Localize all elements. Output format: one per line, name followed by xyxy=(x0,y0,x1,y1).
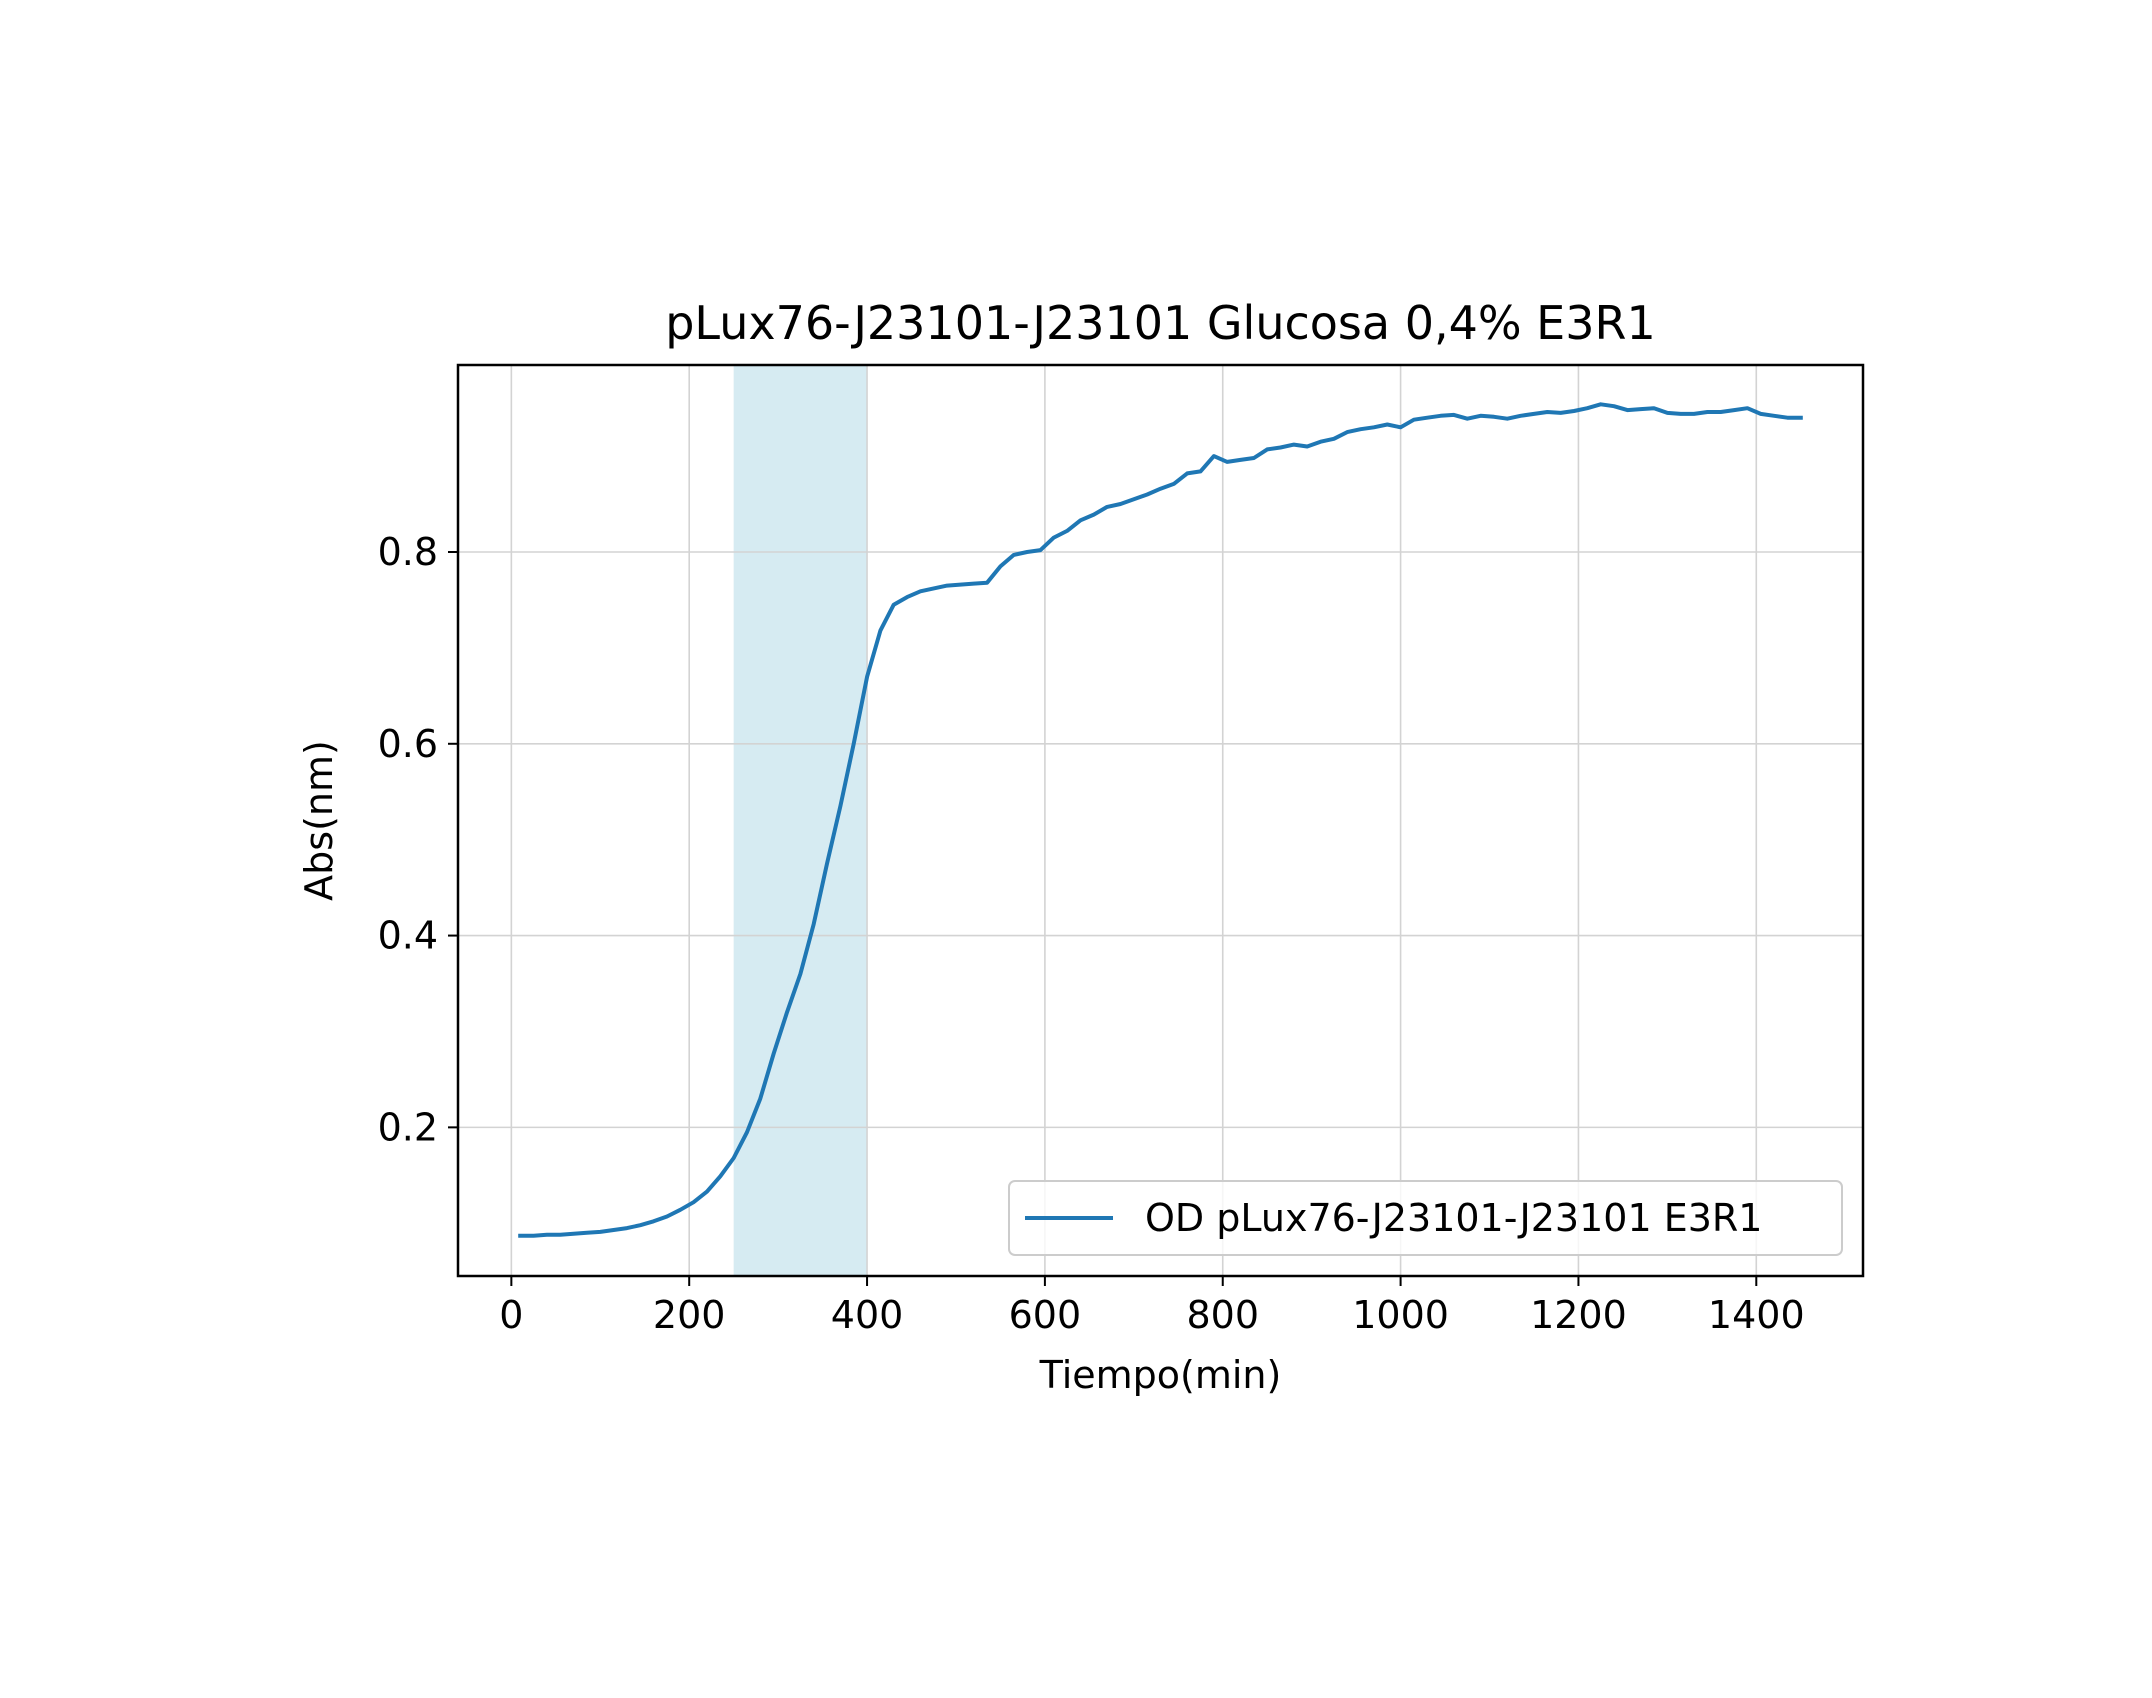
x-tick-label: 1000 xyxy=(1352,1293,1449,1337)
y-tick-label: 0.8 xyxy=(378,530,438,574)
x-tick-label: 1400 xyxy=(1708,1293,1805,1337)
y-axis-label: Abs(nm) xyxy=(297,740,341,901)
x-tick-label: 0 xyxy=(499,1293,523,1337)
x-axis-label: Tiempo(min) xyxy=(1039,1353,1282,1397)
x-tick-label: 800 xyxy=(1186,1293,1259,1337)
y-tick-label: 0.4 xyxy=(378,914,438,958)
legend-entry-label: OD pLux76-J23101-J23101 E3R1 xyxy=(1145,1196,1762,1240)
highlight-span xyxy=(733,365,868,1276)
highlight-span-layer xyxy=(733,365,868,1276)
tick-layer: 0 200 400 600 800 1000 1200 1400 0.2 0.4 0.6 0.8 xyxy=(378,530,1805,1337)
x-tick-label: 600 xyxy=(1009,1293,1082,1337)
legend-box xyxy=(1008,1180,1843,1256)
series-line xyxy=(518,402,1803,1238)
plot-frame xyxy=(456,363,1865,1278)
x-tick-label: 1200 xyxy=(1530,1293,1627,1337)
legend: OD pLux76-J23101-J23101 E3R1 xyxy=(1008,1180,1843,1256)
series-layer xyxy=(518,402,1803,1238)
x-tick-label: 400 xyxy=(831,1293,904,1337)
grid-layer xyxy=(458,365,1863,1276)
x-tick-label: 200 xyxy=(653,1293,726,1337)
chart-title: pLux76-J23101-J23101 Glucosa 0,4% E3R1 xyxy=(665,296,1656,350)
y-tick-label: 0.6 xyxy=(378,722,438,766)
y-tick-label: 0.2 xyxy=(378,1105,438,1149)
